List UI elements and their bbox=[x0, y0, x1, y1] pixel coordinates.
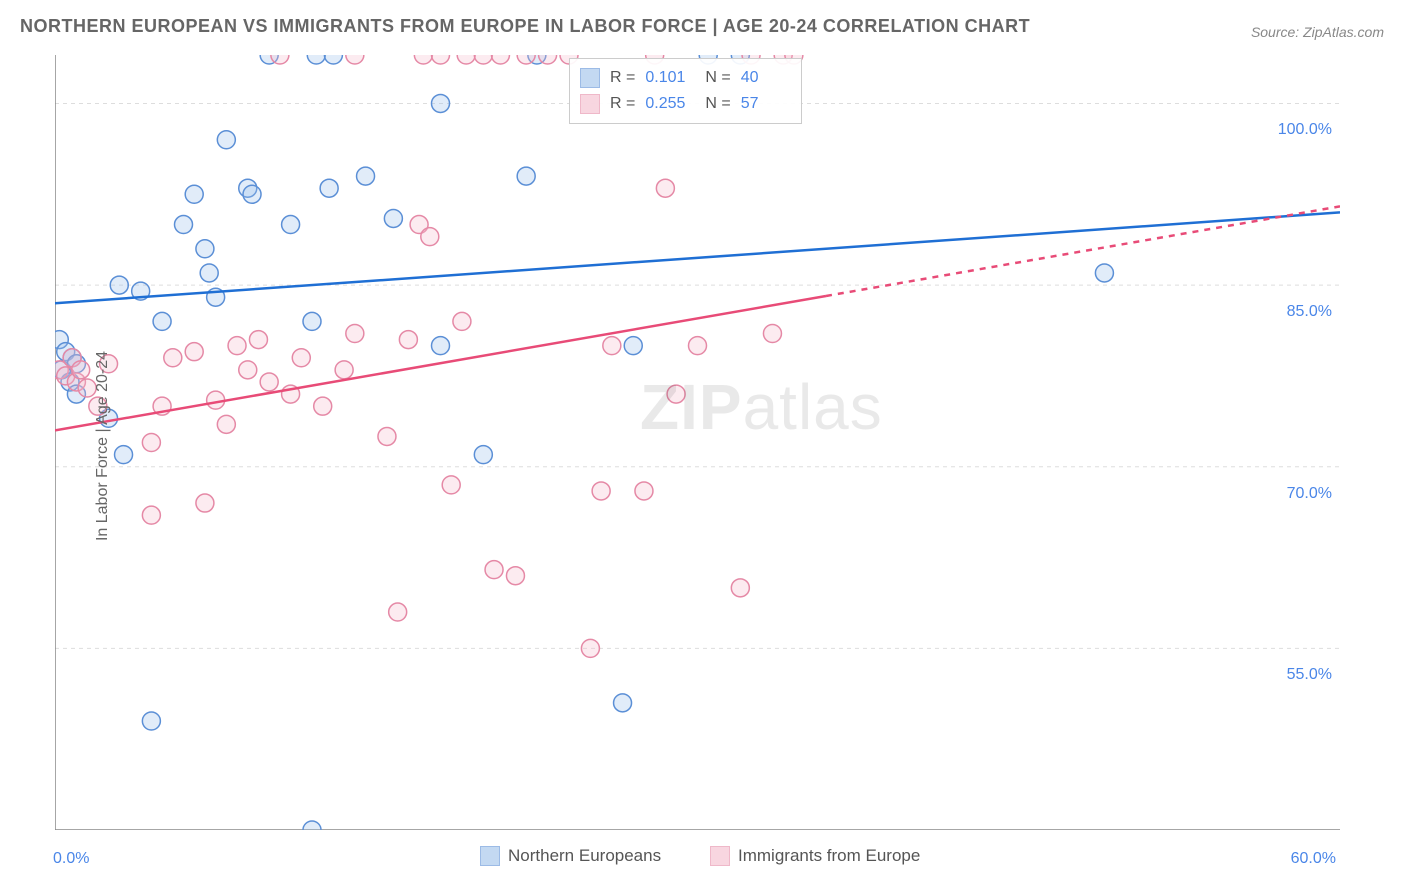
correlation-legend: R =0.101N =40R =0.255N =57 bbox=[569, 58, 802, 124]
legend-row: R =0.255N =57 bbox=[580, 91, 791, 117]
legend-label: Northern Europeans bbox=[508, 846, 661, 866]
legend-swatch bbox=[710, 846, 730, 866]
scatter-plot bbox=[55, 55, 1340, 830]
legend-swatch bbox=[480, 846, 500, 866]
y-tick-label: 55.0% bbox=[1287, 666, 1332, 684]
legend-label: Immigrants from Europe bbox=[738, 846, 920, 866]
legend-swatch bbox=[580, 68, 600, 88]
series-legend-immigrants: Immigrants from Europe bbox=[710, 846, 920, 866]
chart-title: NORTHERN EUROPEAN VS IMMIGRANTS FROM EUR… bbox=[20, 16, 1030, 37]
source-attribution: Source: ZipAtlas.com bbox=[1251, 24, 1384, 40]
y-tick-label: 70.0% bbox=[1287, 485, 1332, 503]
x-tick-label: 60.0% bbox=[1291, 850, 1336, 868]
y-tick-label: 85.0% bbox=[1287, 303, 1332, 321]
legend-row: R =0.101N =40 bbox=[580, 65, 791, 91]
series-legend-northern: Northern Europeans bbox=[480, 846, 661, 866]
legend-swatch bbox=[580, 94, 600, 114]
x-tick-label: 0.0% bbox=[53, 850, 89, 868]
y-axis-title: In Labor Force | Age 20-24 bbox=[94, 351, 112, 541]
y-tick-label: 100.0% bbox=[1278, 121, 1332, 139]
